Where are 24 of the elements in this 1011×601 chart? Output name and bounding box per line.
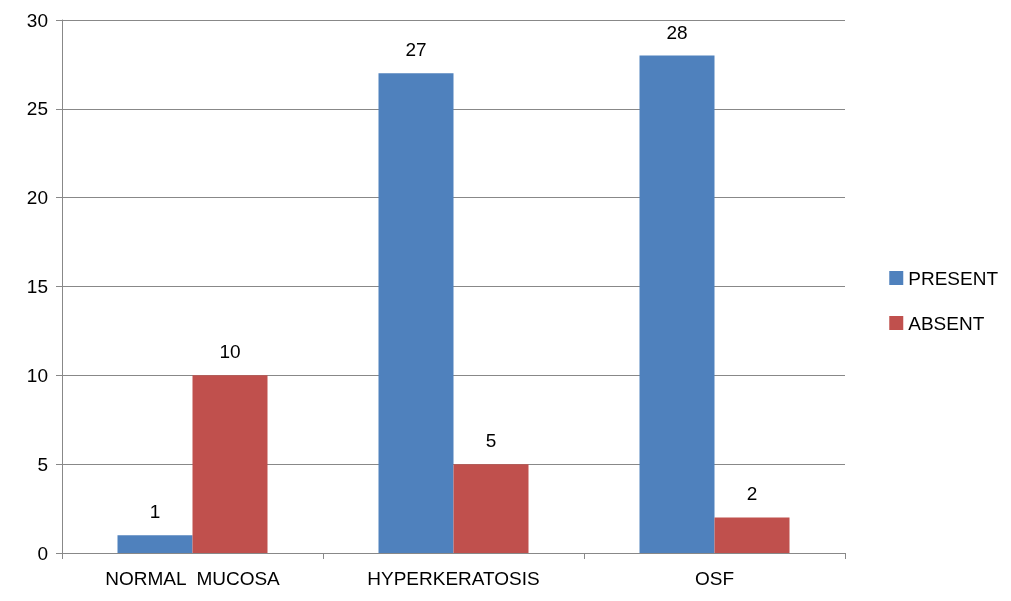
bar	[714, 517, 790, 553]
data-label: 1	[149, 501, 161, 523]
y-tick-label: 10	[26, 364, 48, 386]
x-tick-label: NORMAL MUCOSA	[105, 568, 281, 589]
bar	[378, 73, 454, 553]
y-tick-label: 15	[26, 276, 48, 297]
x-tick-label: OSF	[694, 568, 735, 589]
data-label: 28	[666, 21, 688, 43]
data-label: 27	[405, 39, 427, 61]
data-label: 10	[219, 341, 241, 363]
y-tick-label: 5	[37, 453, 48, 475]
data-label: 2	[746, 483, 758, 505]
bar	[192, 375, 268, 553]
bar	[453, 464, 529, 553]
x-tick-label: HYPERKERATOSIS	[367, 568, 540, 589]
legend-label: PRESENT	[908, 267, 999, 289]
y-tick-label: 0	[37, 542, 48, 564]
legend-label: ABSENT	[908, 312, 985, 334]
y-tick-label: 20	[26, 187, 48, 209]
bar	[117, 535, 193, 553]
y-tick-label: 25	[26, 98, 48, 120]
data-label: 5	[485, 430, 497, 452]
bar	[639, 55, 715, 553]
y-tick-label: 30	[26, 9, 48, 31]
